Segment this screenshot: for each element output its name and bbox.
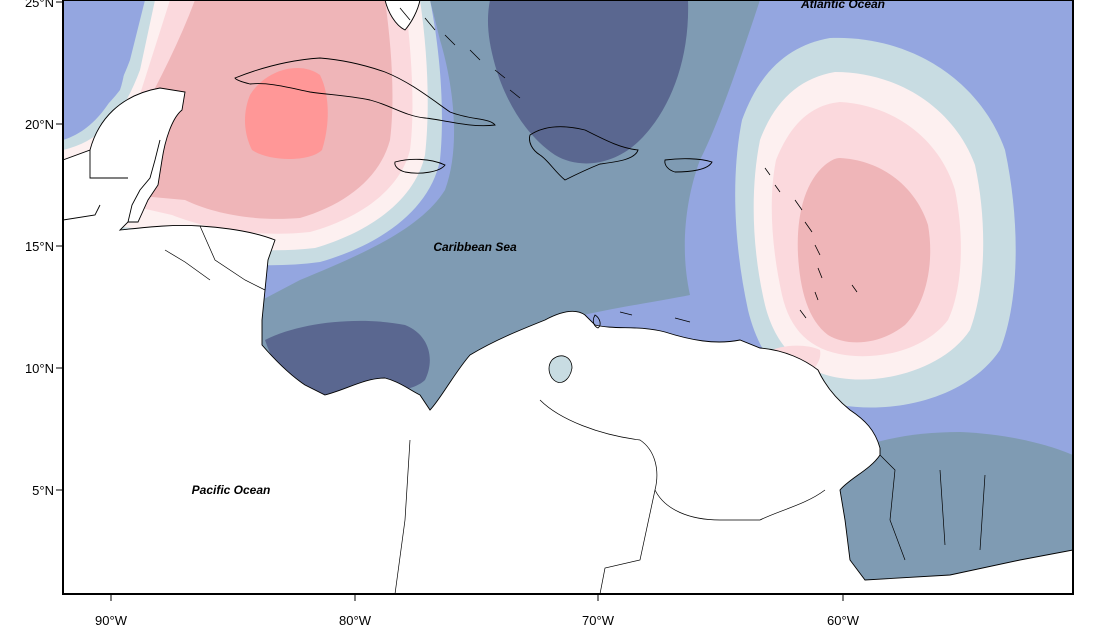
land-yucatan-coast (63, 139, 161, 223)
contour-slate-guianas (820, 432, 1073, 594)
contour-east-pink (797, 158, 931, 343)
lon-label-90: 90°W (95, 613, 128, 628)
land-florida (384, 0, 421, 31)
contour-west-edge (63, 0, 126, 135)
lat-label-5: 5°N (32, 483, 54, 498)
pacific-ocean-label: Pacific Ocean (192, 483, 271, 497)
lon-label-80: 80°W (339, 613, 372, 628)
land-cuba (234, 57, 496, 127)
lon-label-70: 70°W (582, 613, 615, 628)
land-bahamas (399, 7, 521, 99)
land-hispaniola (529, 126, 639, 181)
lat-axis: 25°N 20°N 15°N 10°N 5°N (25, 0, 63, 498)
lat-label-10: 10°N (25, 361, 54, 376)
land-central-america (63, 87, 1073, 594)
land-lesser-antilles (764, 167, 858, 319)
lat-label-20: 20°N (25, 117, 54, 132)
caribbean-sea-label: Caribbean Sea (433, 240, 517, 254)
land-jamaica (394, 158, 446, 174)
contour-dark-north (487, 0, 689, 164)
lon-label-60: 60°W (827, 613, 860, 628)
land-borders (164, 225, 986, 594)
lon-axis: 90°W 80°W 70°W 60°W (95, 594, 860, 628)
atlantic-ocean-label: Atlantic Ocean (800, 0, 885, 11)
land-puerto-rico (664, 158, 713, 173)
lat-label-15: 15°N (25, 239, 54, 254)
land-maracaibo (548, 355, 573, 383)
plot-area (63, 0, 1073, 594)
land-abc-islands (592, 311, 691, 329)
plot-frame (62, 0, 1074, 595)
contour-west-salmon (244, 67, 328, 159)
lat-label-25: 25°N (25, 0, 54, 10)
